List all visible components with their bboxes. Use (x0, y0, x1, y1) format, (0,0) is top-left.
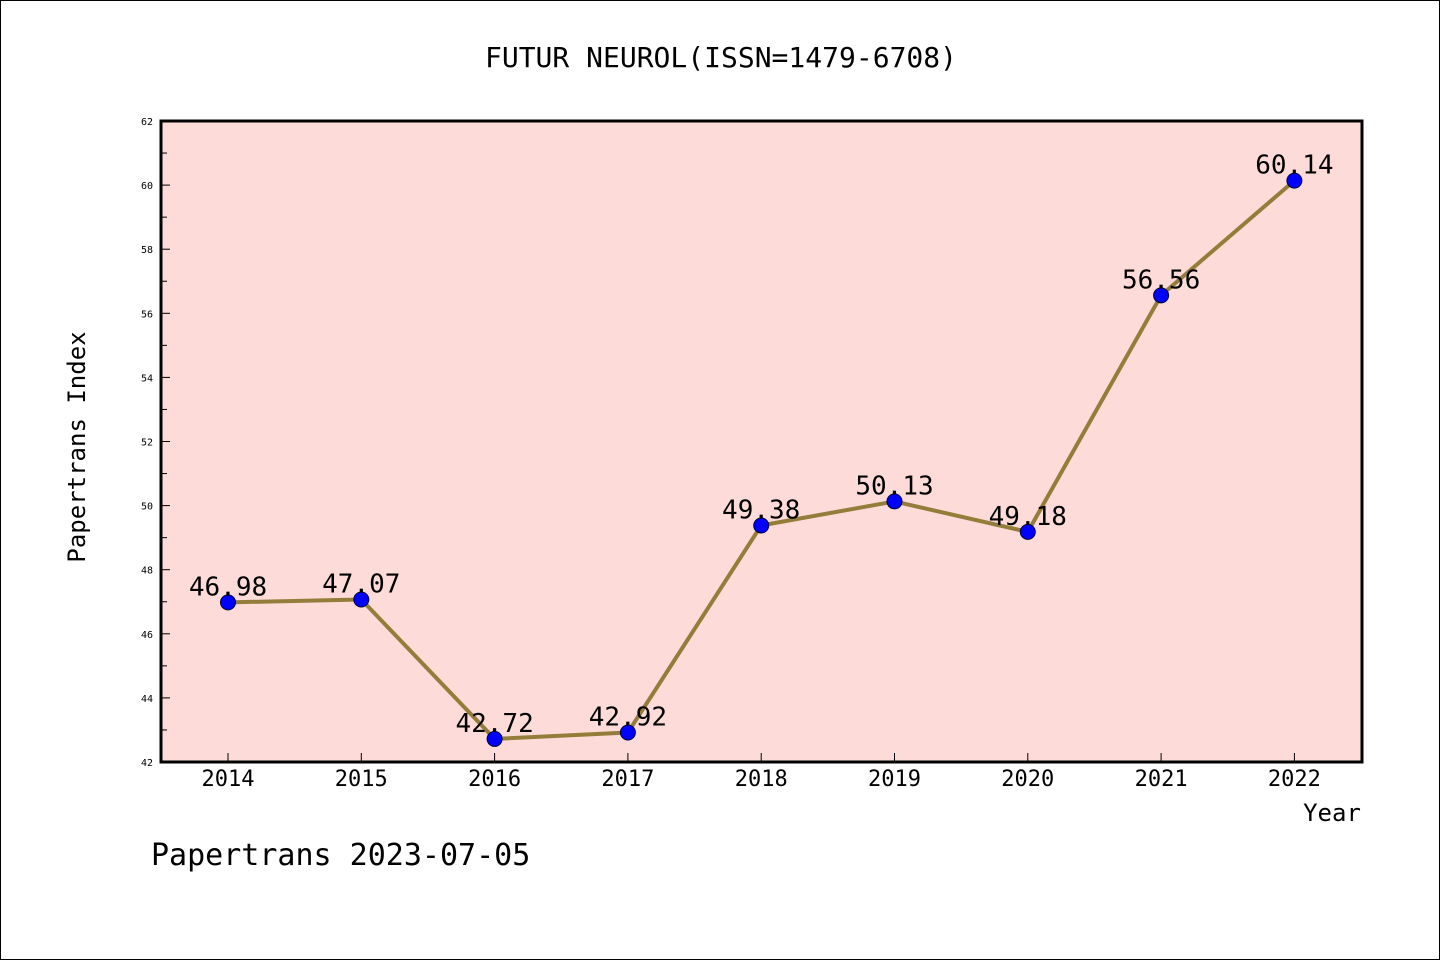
data-label: 56.56 (1122, 265, 1200, 295)
y-axis: 42 44 46 48 50 52 54 56 58 60 62 (141, 117, 170, 769)
y-tick-label: 60 (141, 181, 153, 192)
data-label: 60.14 (1255, 151, 1333, 181)
data-label: 49.38 (722, 495, 800, 525)
x-tick-label: 2014 (202, 767, 255, 792)
data-label: 42.92 (589, 703, 667, 733)
x-tick-label: 2018 (735, 767, 788, 792)
data-point (486, 730, 503, 747)
y-tick-label: 58 (141, 245, 153, 256)
y-tick-label: 62 (141, 117, 153, 128)
data-point (220, 594, 236, 611)
footer-text: Papertrans 2023-07-05 (151, 838, 530, 873)
data-point (353, 591, 370, 608)
y-tick-label: 44 (141, 694, 153, 705)
data-label: 46.98 (189, 572, 267, 602)
y-tick-label: 42 (141, 758, 153, 769)
x-tick-label: 2017 (601, 767, 654, 792)
data-point (619, 724, 636, 741)
data-point (1153, 287, 1170, 304)
y-tick-label: 48 (141, 566, 153, 577)
y-tick-label: 56 (141, 309, 153, 320)
y-tick-label: 46 (141, 630, 153, 641)
marker-group (220, 172, 1303, 747)
y-axis-label: Papertrans Index (63, 331, 91, 562)
chart-title: FUTUR NEUROL(ISSN=1479-6708) (485, 41, 957, 74)
x-tick-label: 2016 (468, 767, 521, 792)
x-axis-label: Year (1303, 799, 1361, 827)
x-tick-label: 2015 (335, 767, 388, 792)
y-tick-label: 50 (141, 502, 153, 513)
data-label: 50.13 (855, 471, 933, 501)
y-tick-label: 52 (141, 438, 153, 449)
data-label: 42.72 (455, 709, 533, 739)
plot-frame (159, 119, 1364, 764)
x-tick-label: 2020 (1001, 767, 1054, 792)
data-point (886, 493, 903, 510)
data-point (1286, 172, 1303, 189)
data-label: 49.18 (989, 502, 1067, 532)
data-point (1019, 523, 1036, 540)
x-axis: 2014 2015 2016 2017 2018 2019 2020 2021 2022 (202, 753, 1321, 792)
x-tick-label: 2021 (1135, 767, 1188, 792)
data-label: 47.07 (322, 570, 400, 600)
data-point (753, 517, 770, 534)
plot-area (161, 121, 1362, 762)
y-tick-label: 54 (141, 373, 153, 384)
data-label-group: 46.98 47.07 42.72 42.92 49.38 50.13 49.18 56.56… (189, 151, 1334, 739)
x-tick-label: 2022 (1268, 767, 1321, 792)
x-tick-label: 2019 (868, 767, 921, 792)
